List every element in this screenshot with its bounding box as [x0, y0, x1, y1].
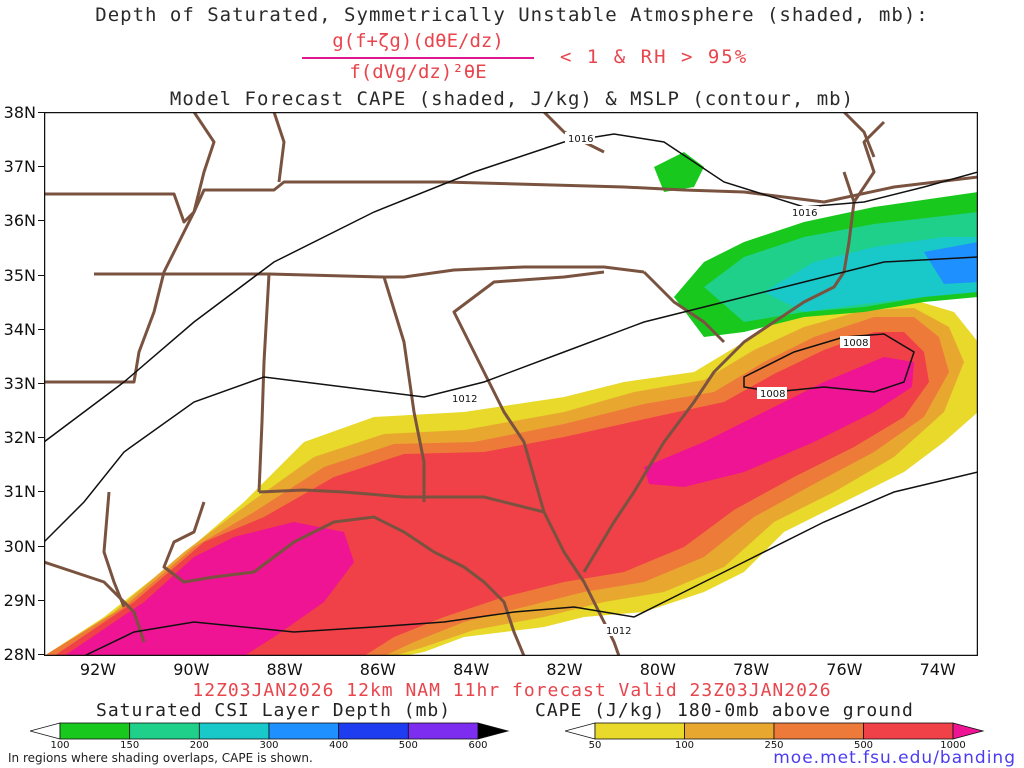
latitude-tick — [38, 220, 44, 222]
latitude-tick — [38, 383, 44, 384]
overlap-note: In regions where shading overlaps, CAPE … — [8, 751, 313, 765]
forecast-valid-line: 12Z03JAN2026 12km NAM 11hr forecast Vali… — [192, 680, 832, 701]
formula-numerator: g(f+ζg)(dθE/dz) — [332, 30, 504, 52]
colorbar-swatch — [477, 722, 510, 740]
colorbar-swatch — [30, 722, 61, 740]
map-frame — [44, 112, 978, 656]
isobar-label: 1008 — [843, 338, 868, 349]
longitude-label: 90W — [173, 660, 210, 679]
latitude-label: 31N — [3, 482, 36, 502]
fraction-bar — [302, 57, 534, 59]
csi-100-shading — [654, 152, 704, 192]
forecast-map: 1016 1016 1012 1008 1008 1012 — [44, 112, 978, 656]
isobar-labels: 1016 1016 1012 1008 1008 1012 — [449, 132, 870, 637]
colorbar-tick-label: 100 — [50, 740, 70, 751]
colorbar-tick-label: 200 — [189, 740, 209, 751]
latitude-tick — [38, 166, 44, 168]
formula-condition: < 1 & RH > 95% — [560, 46, 749, 68]
colorbar-swatch — [594, 722, 685, 740]
colorbar-swatch — [407, 722, 479, 740]
colorbar-swatch — [338, 722, 409, 740]
latitude-label: 30N — [3, 536, 36, 556]
map-title: Depth of Saturated, Symmetrically Unstab… — [95, 4, 929, 26]
latitude-tick — [38, 274, 44, 276]
latitude-label: 37N — [3, 157, 36, 177]
colorbar-tick-label: 250 — [764, 740, 784, 751]
latitude-tick — [38, 112, 44, 113]
colorbar-swatch — [565, 722, 596, 740]
colorbar-tick-label: 150 — [120, 740, 140, 751]
latitude-tick — [38, 545, 44, 547]
colorbar-swatch — [773, 722, 864, 740]
isobar-label: 1012 — [452, 394, 477, 405]
longitude-label: 86W — [359, 660, 396, 679]
latitude-tick — [38, 654, 44, 655]
latitude-label: 28N — [3, 645, 36, 664]
longitude-label: 74W — [919, 660, 956, 679]
csi-colorbar — [30, 722, 510, 740]
colorbar-tick-label: 50 — [588, 740, 602, 751]
longitude-label: 82W — [546, 660, 583, 679]
colorbar-tick-label: 500 — [398, 740, 418, 751]
colorbar-swatch — [198, 722, 270, 740]
longitude-label: 84W — [453, 660, 490, 679]
colorbar-swatch — [684, 722, 775, 740]
colorbar-swatch — [863, 722, 954, 740]
latitude-tick — [38, 437, 44, 439]
colorbar-tick-label: 400 — [329, 740, 349, 751]
latitude-tick — [38, 491, 44, 493]
longitude-label: 76W — [826, 660, 863, 679]
latitude-label: 35N — [3, 265, 36, 285]
source-url[interactable]: moe.met.fsu.edu/banding — [773, 748, 1016, 768]
latitude-label: 38N — [3, 103, 36, 122]
isobar-label: 1008 — [760, 389, 785, 400]
latitude-label: 34N — [3, 319, 36, 339]
csi-200-shading — [764, 237, 978, 312]
longitude-label: 92W — [79, 660, 117, 679]
longitude-label: 78W — [733, 660, 770, 679]
colorbar-tick-label: 500 — [853, 740, 874, 751]
colorbar-swatch — [268, 722, 340, 740]
isobar-label: 1012 — [606, 626, 631, 637]
longitude-label: 88W — [266, 660, 303, 679]
isobar-label: 1016 — [568, 134, 593, 145]
colorbar-swatch — [129, 722, 200, 740]
colorbar-tick-label: 1000 — [940, 740, 966, 751]
csi-legend-title: Saturated CSI Layer Depth (mb) — [96, 700, 452, 721]
map-subtitle: Model Forecast CAPE (shaded, J/kg) & MSL… — [169, 88, 855, 110]
latitude-label: 33N — [3, 374, 36, 393]
state-borders — [44, 112, 978, 656]
latitude-label: 32N — [3, 428, 36, 448]
colorbar-swatch — [59, 722, 131, 740]
colorbar-tick-label: 300 — [259, 740, 279, 751]
formula-denominator: f(dVg/dz)²θE — [349, 61, 487, 83]
colorbar-tick-label: 100 — [674, 740, 695, 751]
cape-legend-title: CAPE (J/kg) 180-0mb above ground — [535, 700, 914, 721]
isobar-label: 1016 — [792, 208, 817, 219]
colorbar-tick-label: 600 — [468, 740, 488, 751]
latitude-label: 36N — [3, 211, 36, 231]
latitude-label: 29N — [3, 590, 36, 610]
latitude-tick — [38, 328, 44, 330]
cape-colorbar — [565, 722, 985, 740]
csi-300-shading — [924, 242, 978, 284]
longitude-label: 80W — [639, 660, 676, 679]
latitude-tick — [38, 599, 44, 601]
colorbar-swatch — [952, 722, 985, 740]
